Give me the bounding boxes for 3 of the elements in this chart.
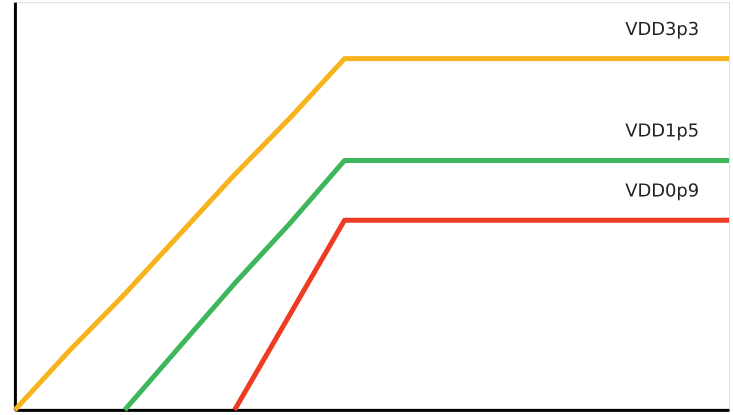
series-label: VDD1p5 [625,120,700,142]
series-label: VDD0p9 [625,180,700,202]
series-label: VDD3p3 [625,18,700,40]
